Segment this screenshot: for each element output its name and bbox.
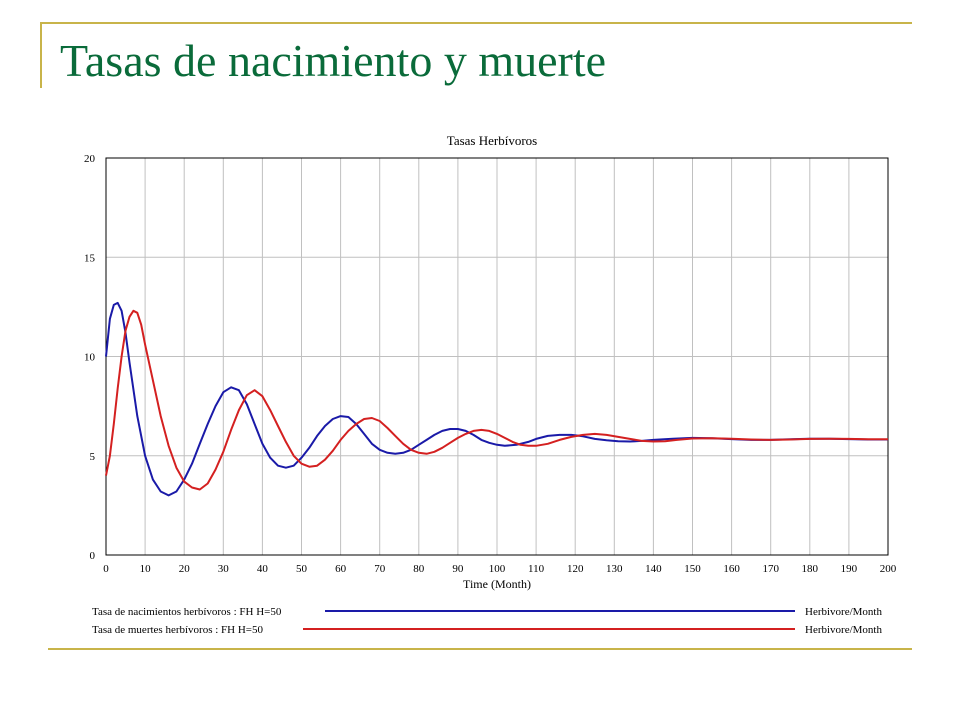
bottom-rule	[48, 648, 912, 650]
x-tick-label: 180	[802, 563, 819, 575]
x-tick-label: 70	[374, 563, 386, 575]
x-tick-label: 10	[140, 563, 152, 575]
slide-title: Tasas de nacimiento y muerte	[60, 35, 607, 86]
y-tick-label: 10	[84, 352, 96, 364]
legend: Tasa de nacimientos herbívoros : FH H=50…	[92, 606, 882, 636]
x-tick-label: 200	[880, 563, 897, 575]
x-tick-label: 100	[489, 563, 506, 575]
x-tick-label: 190	[841, 563, 858, 575]
x-tick-label: 130	[606, 563, 623, 575]
x-tick-label: 30	[218, 563, 230, 575]
y-tick-label: 15	[84, 252, 96, 264]
x-tick-label: 110	[528, 563, 545, 575]
axis-ticks: 0 10 20 30 40 50 60 70 80 90 100 110 120 130 140 150 160…	[84, 153, 897, 575]
x-tick-label: 140	[645, 563, 662, 575]
legend-unit-births: Herbivore/Month	[805, 606, 882, 618]
left-accent-bar	[40, 24, 42, 88]
y-tick-label: 0	[90, 550, 96, 562]
y-tick-label: 20	[84, 153, 96, 165]
legend-label-deaths: Tasa de muertes herbívoros : FH H=50	[92, 624, 264, 636]
x-tick-label: 150	[684, 563, 701, 575]
x-tick-label: 120	[567, 563, 584, 575]
x-tick-label: 50	[296, 563, 308, 575]
top-rule	[40, 22, 912, 24]
x-tick-label: 90	[452, 563, 464, 575]
x-tick-label: 40	[257, 563, 269, 575]
legend-label-births: Tasa de nacimientos herbívoros : FH H=50	[92, 606, 282, 618]
grid	[106, 158, 888, 555]
chart-title: Tasas Herbívoros	[447, 133, 537, 148]
x-tick-label: 170	[762, 563, 779, 575]
legend-unit-deaths: Herbivore/Month	[805, 624, 882, 636]
x-tick-label: 0	[103, 563, 109, 575]
series-line-deaths	[105, 309, 888, 491]
x-axis-label: Time (Month)	[463, 577, 531, 591]
x-tick-label: 80	[413, 563, 425, 575]
series	[105, 301, 888, 497]
y-tick-label: 5	[90, 451, 96, 463]
x-tick-label: 60	[335, 563, 347, 575]
x-tick-label: 20	[179, 563, 191, 575]
x-tick-label: 160	[723, 563, 740, 575]
